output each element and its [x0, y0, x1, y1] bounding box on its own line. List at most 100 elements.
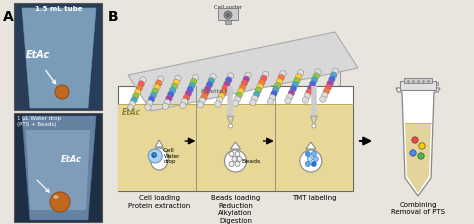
Circle shape — [261, 75, 267, 82]
Circle shape — [50, 192, 70, 212]
Circle shape — [250, 99, 256, 106]
Circle shape — [410, 150, 416, 156]
Circle shape — [332, 68, 339, 74]
Circle shape — [182, 98, 188, 105]
Circle shape — [311, 162, 316, 166]
Polygon shape — [22, 116, 96, 220]
Circle shape — [257, 83, 263, 90]
Text: Water
drop: Water drop — [164, 154, 181, 164]
Circle shape — [234, 96, 240, 102]
Circle shape — [252, 95, 258, 102]
Circle shape — [313, 73, 319, 79]
Circle shape — [259, 79, 265, 86]
Circle shape — [237, 88, 244, 94]
Circle shape — [168, 91, 174, 98]
Circle shape — [136, 85, 143, 91]
Circle shape — [201, 94, 207, 100]
Circle shape — [304, 93, 310, 99]
Circle shape — [229, 151, 234, 157]
Bar — [218, 8, 238, 20]
Circle shape — [273, 86, 279, 93]
FancyBboxPatch shape — [14, 113, 102, 222]
Text: Cell: Cell — [162, 148, 174, 153]
Polygon shape — [26, 130, 90, 210]
Circle shape — [199, 98, 205, 104]
Circle shape — [276, 78, 283, 85]
Circle shape — [164, 99, 170, 106]
Circle shape — [308, 85, 314, 91]
Circle shape — [204, 86, 211, 92]
Text: EtAc: EtAc — [122, 108, 141, 117]
Circle shape — [267, 98, 273, 105]
Text: 1 μL Water drop
(PTS + Beads): 1 μL Water drop (PTS + Beads) — [17, 116, 61, 127]
Circle shape — [171, 83, 178, 90]
Circle shape — [323, 88, 330, 94]
Circle shape — [285, 98, 291, 104]
Circle shape — [224, 11, 232, 19]
Circle shape — [232, 157, 237, 162]
Bar — [118, 104, 353, 191]
Circle shape — [187, 86, 193, 93]
Circle shape — [162, 103, 169, 110]
Circle shape — [148, 149, 162, 163]
Circle shape — [215, 101, 221, 107]
Circle shape — [150, 92, 156, 98]
Circle shape — [328, 76, 335, 82]
Circle shape — [292, 82, 298, 88]
Circle shape — [228, 124, 233, 128]
Circle shape — [269, 94, 275, 101]
Circle shape — [295, 74, 302, 80]
Text: Combining
Removal of PTS: Combining Removal of PTS — [391, 202, 445, 215]
Circle shape — [55, 85, 69, 99]
Circle shape — [152, 88, 158, 94]
Circle shape — [412, 137, 418, 143]
Circle shape — [197, 102, 204, 108]
Circle shape — [235, 162, 240, 166]
Ellipse shape — [150, 148, 168, 170]
Text: Cell sorter: Cell sorter — [214, 5, 242, 10]
Text: EtAc: EtAc — [61, 155, 82, 164]
Circle shape — [232, 100, 238, 106]
Ellipse shape — [152, 155, 155, 157]
Circle shape — [297, 70, 304, 76]
Bar — [404, 78, 432, 83]
Polygon shape — [306, 142, 316, 149]
Circle shape — [311, 151, 316, 157]
Bar — [118, 86, 353, 191]
Circle shape — [208, 78, 214, 84]
Bar — [432, 82, 438, 85]
Circle shape — [241, 80, 247, 86]
Text: B: B — [108, 10, 118, 24]
Circle shape — [180, 102, 186, 109]
Circle shape — [224, 81, 230, 87]
Circle shape — [319, 96, 326, 102]
Circle shape — [229, 162, 234, 166]
Circle shape — [235, 151, 240, 157]
Text: TMT labeling: TMT labeling — [292, 195, 336, 201]
Circle shape — [206, 82, 213, 88]
Text: A: A — [3, 10, 14, 24]
Circle shape — [166, 95, 172, 102]
Circle shape — [311, 77, 318, 83]
Circle shape — [312, 124, 316, 128]
Text: 1.5 mL tube: 1.5 mL tube — [35, 6, 83, 12]
Circle shape — [226, 13, 230, 17]
Circle shape — [127, 105, 134, 111]
Circle shape — [236, 92, 242, 98]
Circle shape — [222, 85, 228, 91]
Circle shape — [154, 84, 160, 90]
Polygon shape — [396, 88, 440, 196]
Text: Beads: Beads — [241, 159, 261, 164]
Polygon shape — [155, 140, 163, 147]
Circle shape — [280, 70, 286, 77]
Text: Beads loading
Reduction
Alkylation
Digestion: Beads loading Reduction Alkylation Diges… — [211, 195, 260, 224]
Circle shape — [307, 157, 312, 162]
Circle shape — [191, 78, 197, 85]
Circle shape — [271, 90, 277, 97]
Circle shape — [245, 72, 251, 78]
Circle shape — [155, 80, 162, 86]
Bar — [225, 20, 231, 24]
Circle shape — [305, 162, 310, 166]
Circle shape — [294, 78, 300, 84]
Circle shape — [202, 90, 209, 96]
